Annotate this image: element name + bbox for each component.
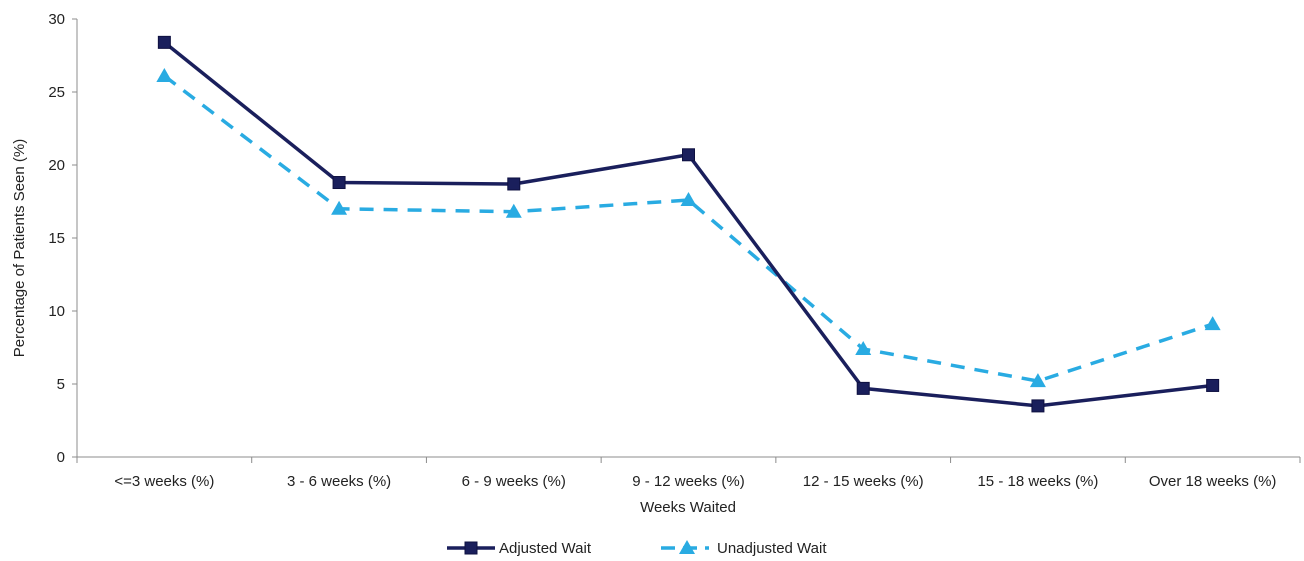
y-axis-title: Percentage of Patients Seen (%) (11, 139, 28, 357)
x-tick-label: <=3 weeks (%) (114, 473, 214, 490)
axes (76, 19, 1300, 458)
series-layer (156, 35, 1221, 413)
series-line (163, 40, 1213, 408)
y-tick-label: 5 (57, 376, 65, 393)
legend-label: Adjusted Wait (499, 540, 592, 557)
data-point-triangle (1204, 316, 1221, 331)
legend-marker-triangle (679, 540, 695, 554)
x-tick-label: 3 - 6 weeks (%) (287, 473, 391, 490)
data-point-triangle (331, 200, 348, 215)
data-point-square (1206, 378, 1220, 392)
data-point-square (157, 35, 171, 49)
legend-item-unadjusted-wait: Unadjusted Wait (661, 540, 827, 557)
data-point-triangle (1029, 373, 1046, 388)
series-line (163, 74, 1214, 383)
legend-marker-square (464, 541, 478, 555)
legend-item-adjusted-wait: Adjusted Wait (447, 540, 592, 557)
legend-label: Unadjusted Wait (717, 540, 827, 557)
data-point-square (856, 381, 870, 395)
y-axis-ticks: 0 5 10 15 20 25 30 (48, 11, 77, 466)
legend: Adjusted Wait Unadjusted Wait (447, 540, 827, 557)
data-point-triangle (156, 67, 173, 82)
data-point-triangle (680, 192, 697, 207)
x-axis-title: Weeks Waited (640, 499, 736, 516)
data-point-square (1031, 399, 1045, 413)
x-tick-label: Over 18 weeks (%) (1149, 473, 1277, 490)
y-tick-label: 10 (48, 303, 65, 320)
data-point-triangle (855, 340, 872, 355)
x-tick-label: 9 - 12 weeks (%) (632, 473, 745, 490)
x-axis-ticks: <=3 weeks (%) 3 - 6 weeks (%) 6 - 9 weeks … (76, 457, 1301, 490)
x-tick-label: 12 - 15 weeks (%) (803, 473, 924, 490)
data-point-square (682, 148, 695, 162)
data-point-square (332, 176, 346, 190)
series-unadjusted-wait (156, 67, 1221, 388)
y-tick-label: 0 (57, 449, 65, 466)
x-tick-label: 15 - 18 weeks (%) (977, 473, 1098, 490)
data-point-square (507, 177, 521, 191)
y-tick-label: 20 (48, 157, 65, 174)
y-tick-label: 25 (48, 84, 65, 101)
series-adjusted-wait (157, 35, 1220, 413)
x-tick-label: 6 - 9 weeks (%) (462, 473, 566, 490)
data-point-triangle (505, 203, 522, 218)
y-tick-label: 30 (48, 11, 65, 28)
y-tick-label: 15 (48, 230, 65, 247)
